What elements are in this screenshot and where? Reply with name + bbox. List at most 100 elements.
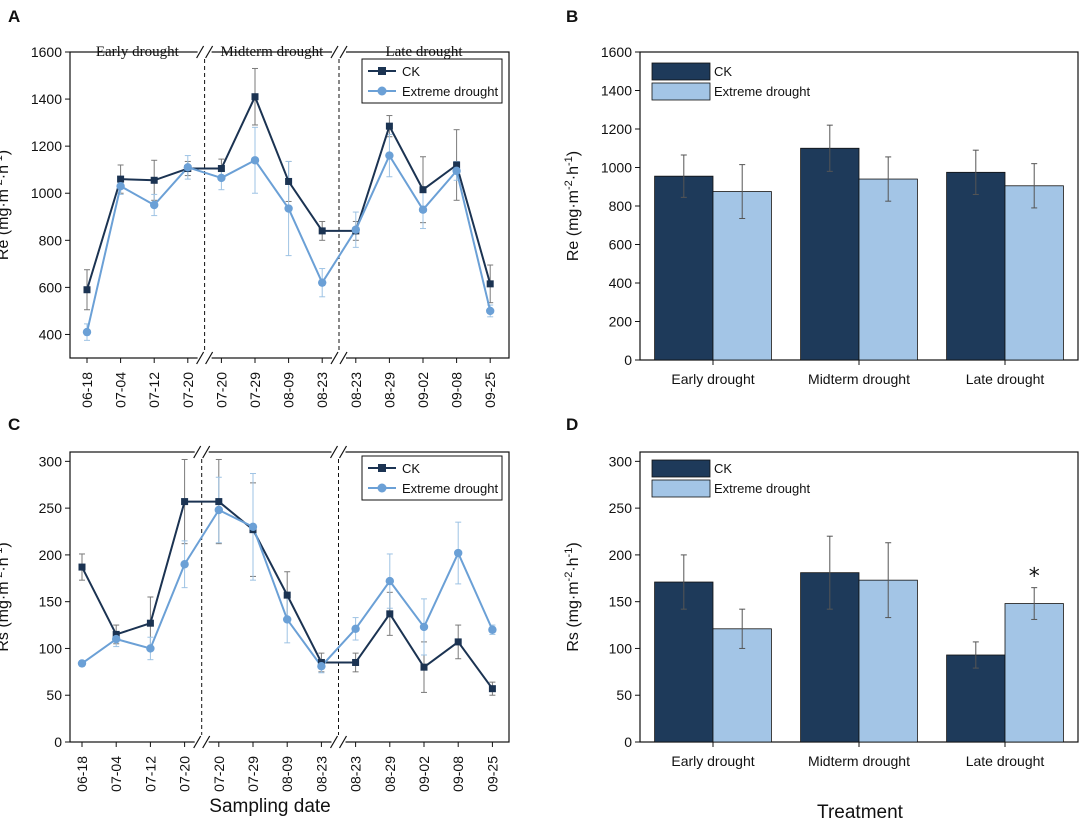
legend-label-extreme-drought: Extreme drought	[714, 84, 810, 99]
y-axis-label: Re (mg·m-2·h-1)	[0, 150, 12, 260]
data-point-extreme-drought	[419, 622, 429, 632]
x-tick-label: 07-04	[108, 756, 124, 792]
axis-break-gap	[194, 445, 209, 459]
data-point-extreme-drought	[454, 548, 463, 558]
legend-marker	[377, 483, 387, 493]
bar-ck-late-drought	[946, 171, 1006, 361]
data-point-ck	[318, 227, 326, 235]
panel-letter-c: C	[8, 415, 20, 434]
bar-ck-midterm-drought	[800, 147, 860, 361]
axis-break-slash	[196, 351, 205, 365]
y-tick-label: 50	[46, 687, 62, 703]
panel-letter-d: D	[566, 415, 578, 434]
data-point-extreme-drought	[283, 615, 292, 624]
series-line-extreme-drought	[218, 509, 323, 667]
y-tick-label: 250	[609, 500, 633, 516]
y-tick-label: 300	[609, 453, 633, 469]
plot-frame	[69, 51, 510, 359]
series-connector-extreme-drought	[187, 166, 222, 179]
data-point-ck	[420, 663, 428, 671]
data-point-ck	[454, 638, 462, 646]
x-tick-label: 09-02	[416, 756, 432, 792]
series-connector-extreme-drought	[320, 628, 357, 667]
bar-extreme-drought-early-drought	[712, 628, 772, 743]
x-axis-title-sampling-date: Sampling date	[209, 796, 330, 817]
data-point-ck	[83, 286, 91, 294]
panel-b-re-bar-chart: 0 200 400 600 800 1000 1200 1400 1600 Re (mg·m-2·…	[563, 44, 1079, 387]
data-point-ck	[352, 658, 360, 666]
x-tick-label: 09-25	[482, 372, 498, 408]
data-point-ck	[486, 280, 494, 288]
y-tick-label: 1400	[601, 83, 632, 99]
y-tick-label: 150	[609, 594, 633, 610]
y-tick-label: 1200	[31, 138, 62, 154]
x-tick-label: 08-23	[314, 372, 330, 408]
x-axis-title-treatment: Treatment	[817, 802, 904, 823]
legend-label-extreme-drought: Extreme drought	[402, 84, 498, 99]
axis-break-gap	[332, 351, 346, 365]
panel-d-rs-bar-chart: 0 50 100 150 200 250 300 Rs (mg·m-2·h-1) Early d…	[563, 451, 1079, 769]
data-point-extreme-drought	[180, 560, 189, 569]
data-point-extreme-drought	[217, 173, 226, 183]
data-point-extreme-drought	[112, 634, 121, 644]
axis-break-gap	[331, 445, 346, 459]
data-point-ck	[285, 177, 293, 185]
data-point-extreme-drought	[486, 306, 495, 316]
axis-break-slash	[329, 445, 339, 459]
axis-break-gap	[332, 45, 346, 59]
y-tick-label: 600	[609, 237, 633, 253]
y-tick-label: 200	[609, 314, 633, 330]
data-point-ck	[146, 619, 154, 627]
x-tick-label: 06-18	[74, 756, 90, 792]
x-tick-label: 08-23	[348, 372, 364, 408]
axis-break-slash	[338, 445, 348, 459]
data-point-ck	[385, 122, 393, 130]
y-tick-label: 600	[39, 279, 63, 295]
x-tick-label: 08-09	[281, 372, 297, 408]
legend-swatch	[651, 82, 711, 101]
legend-box	[361, 58, 503, 104]
series-line-extreme-drought	[86, 166, 189, 333]
x-tick-label: 07-29	[247, 372, 263, 408]
series-line-ck	[86, 167, 189, 291]
axis-break-slash	[202, 735, 211, 749]
data-point-extreme-drought	[488, 625, 497, 634]
axis-break-slash	[193, 445, 202, 459]
axis-break-gap	[197, 45, 212, 59]
data-point-ck	[181, 498, 189, 506]
y-tick-label: 800	[609, 198, 633, 214]
y-tick-label: 1600	[31, 44, 62, 60]
x-tick-label: 07-20	[180, 372, 196, 408]
y-tick-label: 1000	[31, 185, 62, 201]
bar-extreme-drought-late-drought	[1004, 603, 1064, 743]
x-tick-label: 07-12	[146, 372, 162, 408]
axis-break-slash	[330, 45, 339, 59]
series-connector-extreme-drought	[321, 229, 357, 284]
axis-break-slash	[339, 351, 348, 365]
axis-break-slash	[205, 351, 214, 365]
panel-a-re-line-chart: 400 600 800 1000 1200 1400 1600 Re (mg·m-2·h-1)…	[0, 44, 510, 408]
phase-label-late-drought: Late drought	[385, 44, 463, 60]
x-tick-label-late-drought: Late drought	[966, 371, 1045, 387]
axis-break-slash	[193, 735, 202, 749]
axis-break-slash	[338, 735, 348, 749]
axis-break-gap	[197, 351, 212, 365]
y-axis-label: Rs (mg·m-2·h-1)	[563, 542, 582, 651]
y-axis-label: Re (mg·m-2·h-1)	[563, 151, 582, 261]
y-tick-label: 1200	[601, 121, 632, 137]
data-point-extreme-drought	[385, 576, 394, 586]
x-tick-label: 07-12	[142, 756, 158, 792]
legend-label-ck: CK	[714, 461, 732, 476]
x-tick-label: 08-23	[348, 756, 364, 792]
bar-ck-early-drought	[654, 175, 714, 361]
data-point-ck	[215, 498, 223, 506]
bar-extreme-drought-late-drought	[1004, 185, 1064, 361]
y-tick-label: 250	[39, 500, 63, 516]
data-point-ck	[150, 176, 158, 184]
legend-swatch	[651, 479, 711, 498]
y-tick-label: 300	[39, 453, 63, 469]
bar-ck-early-drought	[654, 581, 714, 743]
x-tick-label: 07-20	[211, 756, 227, 792]
data-point-extreme-drought	[146, 644, 155, 653]
legend-label-ck: CK	[714, 64, 732, 79]
